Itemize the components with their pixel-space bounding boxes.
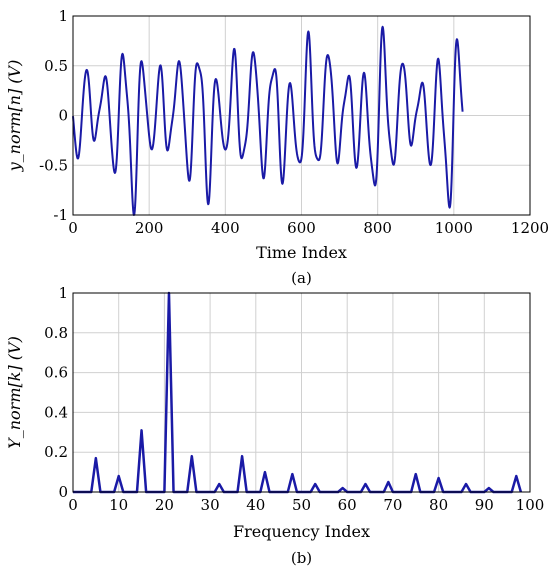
spectrum-peak xyxy=(95,457,97,459)
spectrum-peak xyxy=(341,487,344,489)
x-tick-label: 1200 xyxy=(511,219,549,237)
x-tick-label: 60 xyxy=(338,496,357,514)
spectrum-peak xyxy=(291,473,294,475)
y-tick-label: 1 xyxy=(58,284,68,302)
x-tick-label: 80 xyxy=(429,496,448,514)
frequency-domain-plot: 0 10 20 30 40 50 60 70 80 90 100 0 0.2 0.4 0.6 0.8 1 Fre… xyxy=(5,284,544,567)
x-tick-label: 100 xyxy=(516,496,545,514)
x-tick-label: 40 xyxy=(246,496,265,514)
y-tick-label: 1 xyxy=(58,7,68,25)
spectrum-peak xyxy=(241,455,243,457)
time-signal-line xyxy=(72,25,464,216)
x-tick-label: 800 xyxy=(363,219,392,237)
frequency-grid xyxy=(72,292,531,493)
x-tick-label: 30 xyxy=(201,496,220,514)
spectrum-peak xyxy=(364,483,367,485)
y-tick-label: 0 xyxy=(58,107,68,125)
x-tick-label: 70 xyxy=(383,496,402,514)
y-tick-label: -1 xyxy=(53,206,68,224)
x-tick-label: 10 xyxy=(109,496,128,514)
x-tick-label: 90 xyxy=(475,496,494,514)
caption-b: (b) xyxy=(291,549,312,567)
frequency-y-axis-label: Y_norm[k] (V) xyxy=(5,336,24,449)
y-tick-label: 0 xyxy=(58,483,68,501)
time-plot-frame xyxy=(72,15,531,216)
time-x-axis-label: Time Index xyxy=(256,243,347,262)
spectrum-peak xyxy=(117,475,120,477)
spectrum-peak xyxy=(465,483,467,485)
frequency-plot-frame xyxy=(72,292,531,493)
frequency-tick-labels: 0 10 20 30 40 50 60 70 80 90 100 0 0.2 0.4 0.6 0.8 1 xyxy=(44,284,544,514)
x-tick-label: 200 xyxy=(135,219,164,237)
y-tick-label: 0.8 xyxy=(44,324,68,342)
x-tick-label: 400 xyxy=(211,219,240,237)
spectrum-peak xyxy=(314,483,317,485)
x-tick-label: 0 xyxy=(68,496,78,514)
spectrum-peak xyxy=(218,483,221,485)
spectrum-peaks xyxy=(95,292,518,489)
x-tick-label: 600 xyxy=(287,219,316,237)
y-tick-label: 0.6 xyxy=(44,364,68,382)
spectrum-peak xyxy=(140,429,143,432)
time-tick-labels: 0 200 400 600 800 1000 1200 -1 -0.5 0 0.5 1 xyxy=(39,7,549,237)
spectrum-peak xyxy=(437,477,440,479)
x-tick-label: 1000 xyxy=(435,219,473,237)
spectrum-line xyxy=(73,291,523,494)
spectrum-peak xyxy=(387,481,390,483)
y-tick-label: -0.5 xyxy=(39,156,68,174)
x-tick-label: 0 xyxy=(68,219,78,237)
time-domain-plot: 0 200 400 600 800 1000 1200 -1 -0.5 0 0.5 1 Time In… xyxy=(5,7,549,287)
frequency-x-axis-label: Frequency Index xyxy=(233,522,370,541)
caption-a: (a) xyxy=(291,269,312,287)
x-tick-label: 20 xyxy=(155,496,174,514)
spectrum-peak xyxy=(515,475,518,477)
x-tick-label: 50 xyxy=(292,496,311,514)
y-tick-label: 0.5 xyxy=(44,57,68,75)
spectrum-peak xyxy=(488,487,490,489)
y-tick-label: 0.2 xyxy=(44,443,68,461)
time-y-axis-label: y_norm[n] (V) xyxy=(5,60,24,173)
time-grid xyxy=(72,15,531,216)
y-tick-label: 0.4 xyxy=(44,403,68,421)
spectrum-peak xyxy=(264,471,266,473)
spectrum-peak xyxy=(191,455,193,457)
spectrum-peak xyxy=(414,473,417,475)
